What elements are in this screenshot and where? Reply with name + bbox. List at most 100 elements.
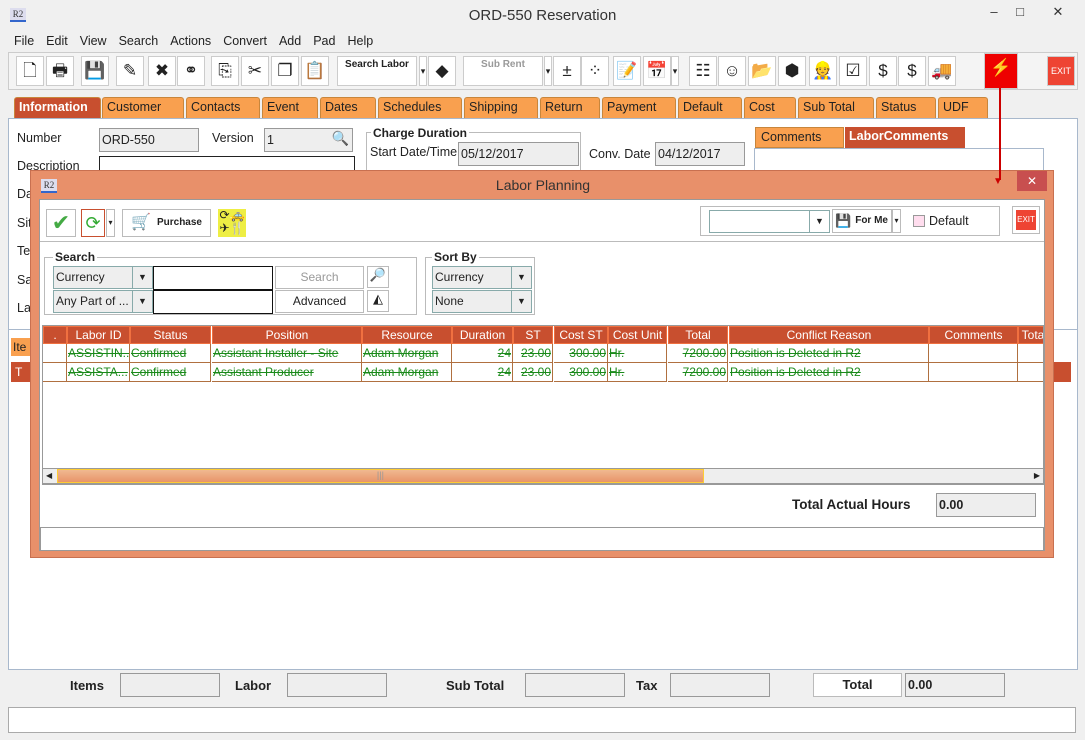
new-icon[interactable]: 🗋 <box>16 56 44 86</box>
column-header-total[interactable]: Total <box>668 326 728 344</box>
menu-add[interactable]: Add <box>278 34 302 48</box>
money-forward-icon[interactable]: $ <box>869 56 897 86</box>
for-me-dropdown-icon[interactable]: ▾ <box>892 209 901 233</box>
tab-contacts[interactable]: Contacts <box>186 97 260 118</box>
maximize-button[interactable]: □ <box>1016 4 1024 19</box>
tab-shipping[interactable]: Shipping <box>464 97 538 118</box>
copy-icon[interactable]: ❐ <box>271 56 299 86</box>
note-edit-icon[interactable]: 📝 <box>613 56 641 86</box>
scroll-left-icon[interactable]: ◀ <box>46 471 53 480</box>
tab-schedules[interactable]: Schedules <box>378 97 462 118</box>
refresh-icon[interactable]: ⟳ <box>81 209 105 237</box>
folder-clock-icon[interactable]: 📂 <box>748 56 776 86</box>
dropdown-arrow-icon[interactable]: ▾ <box>419 56 427 86</box>
tab-udf[interactable]: UDF <box>938 97 988 118</box>
dropdown-arrow-icon[interactable]: ▾ <box>671 56 679 86</box>
search-mode-select[interactable]: Any Part of ... ▼ <box>53 290 153 313</box>
tab-items[interactable]: Ite <box>11 338 33 356</box>
column-header-tota[interactable]: Tota <box>1018 326 1043 344</box>
table-row[interactable]: ASSISTA... Confirmed Assistant Producer Ada… <box>43 363 1043 382</box>
tab-dates[interactable]: Dates <box>320 97 376 118</box>
money-notes-icon[interactable]: $ <box>898 56 926 86</box>
tab-cost[interactable]: Cost <box>744 97 796 118</box>
column-header-position[interactable]: Position <box>212 326 362 344</box>
dialog-close-button[interactable]: ✕ <box>1017 171 1047 191</box>
tab-comments[interactable]: Comments <box>755 127 844 148</box>
column-header-labor-id[interactable]: Labor ID <box>67 326 130 344</box>
column-header-cost-st[interactable]: Cost ST <box>554 326 608 344</box>
close-button[interactable]: ✕ <box>1052 4 1064 19</box>
refresh-dropdown-icon[interactable]: ▾ <box>106 209 115 237</box>
lightning-icon[interactable]: ⚡ <box>984 53 1018 89</box>
search-button[interactable]: Search <box>275 266 364 289</box>
print-icon[interactable]: 🖶 <box>46 56 74 86</box>
menu-search[interactable]: Search <box>118 34 159 48</box>
horizontal-scrollbar[interactable]: ◀ ||| ▶ <box>42 468 1044 484</box>
start-date-field[interactable]: 05/12/2017 <box>458 142 579 166</box>
add-remove-icon[interactable]: ± <box>553 56 581 86</box>
smiley-icon[interactable]: ☺ <box>718 56 746 86</box>
column-header-resource[interactable]: Resource <box>362 326 452 344</box>
tab-default[interactable]: Default <box>678 97 742 118</box>
sub-rent-button[interactable]: Sub Rent <box>463 56 543 86</box>
save-icon[interactable]: 💾 <box>81 56 109 86</box>
conv-date-field[interactable]: 04/12/2017 <box>655 142 745 166</box>
tab-customer[interactable]: Customer <box>102 97 184 118</box>
menu-view[interactable]: View <box>79 34 107 48</box>
table-row[interactable]: ASSISTIN... Confirmed Assistant Installer … <box>43 344 1043 363</box>
delete-icon[interactable]: ✖ <box>148 56 176 86</box>
tab-return[interactable]: Return <box>540 97 600 118</box>
paste-icon[interactable]: 📋 <box>301 56 329 86</box>
dropdown-arrow-icon[interactable]: ▾ <box>544 56 552 86</box>
tab-information[interactable]: Information <box>14 97 101 118</box>
number-field[interactable]: ORD-550 <box>99 128 199 152</box>
sort-order-select[interactable]: None ▼ <box>432 290 532 313</box>
search-magnifier-icon[interactable]: 🔎 <box>367 266 389 288</box>
menu-actions[interactable]: Actions <box>170 34 212 48</box>
menu-help[interactable]: Help <box>347 34 374 48</box>
menu-convert[interactable]: Convert <box>223 34 267 48</box>
search-field-select[interactable]: Currency ▼ <box>53 266 153 289</box>
column-header-duration[interactable]: Duration <box>452 326 513 344</box>
worker-icon[interactable]: 👷 <box>809 56 837 86</box>
advanced-search-icon[interactable]: ◭ <box>367 290 389 312</box>
dialog-exit-button[interactable]: EXIT <box>1012 206 1040 234</box>
column-header-st[interactable]: ST <box>513 326 553 344</box>
binoculars-icon[interactable]: ⚭ <box>177 56 205 86</box>
menu-pad[interactable]: Pad <box>313 34 336 48</box>
box-icon[interactable]: ⬢ <box>778 56 806 86</box>
grid-icon[interactable]: ⁘ <box>581 56 609 86</box>
column-header-marker[interactable]: . <box>43 326 67 344</box>
search-icon[interactable]: 🔍 <box>331 130 349 146</box>
shapes-icon[interactable]: ◆ <box>428 56 456 86</box>
purchase-button[interactable]: 🛒 Purchase <box>122 209 211 237</box>
version-field[interactable]: 1 🔍 <box>264 128 353 152</box>
tab-event[interactable]: Event <box>262 97 318 118</box>
search-input-1[interactable] <box>153 266 273 290</box>
cut-icon[interactable]: ✂ <box>241 56 269 86</box>
menu-file[interactable]: File <box>14 34 35 48</box>
scroll-right-icon[interactable]: ▶ <box>1033 471 1040 480</box>
checklist-icon[interactable]: ☑ <box>839 56 867 86</box>
save-for-me-button[interactable]: 💾 For Me <box>832 209 892 233</box>
sort-field-select[interactable]: Currency ▼ <box>432 266 532 289</box>
menu-edit[interactable]: Edit <box>46 34 68 48</box>
exit-button[interactable]: EXIT <box>1047 56 1075 86</box>
truck-icon[interactable]: 🚚 <box>928 56 956 86</box>
column-header-conflict-reason[interactable]: Conflict Reason <box>729 326 929 344</box>
default-checkbox[interactable] <box>913 215 925 227</box>
edit-pencil-icon[interactable]: ✎ <box>116 56 144 86</box>
calendar-icon[interactable]: 📅 <box>643 56 671 86</box>
tab-payment[interactable]: Payment <box>602 97 676 118</box>
column-header-status[interactable]: Status <box>130 326 211 344</box>
hierarchy-icon[interactable]: ☷ <box>689 56 717 86</box>
column-header-cost-unit[interactable]: Cost Unit <box>608 326 667 344</box>
profile-select[interactable]: ▼ <box>709 210 830 233</box>
column-header-comments[interactable]: Comments <box>929 326 1018 344</box>
advanced-button[interactable]: Advanced <box>275 290 364 313</box>
export-icon[interactable]: ⎘ <box>211 56 239 86</box>
search-labor-button[interactable]: Search Labor <box>337 56 417 86</box>
tab-status[interactable]: Status <box>876 97 936 118</box>
scrollbar-thumb[interactable]: ||| <box>57 469 704 483</box>
minimize-button[interactable]: – <box>990 4 998 19</box>
